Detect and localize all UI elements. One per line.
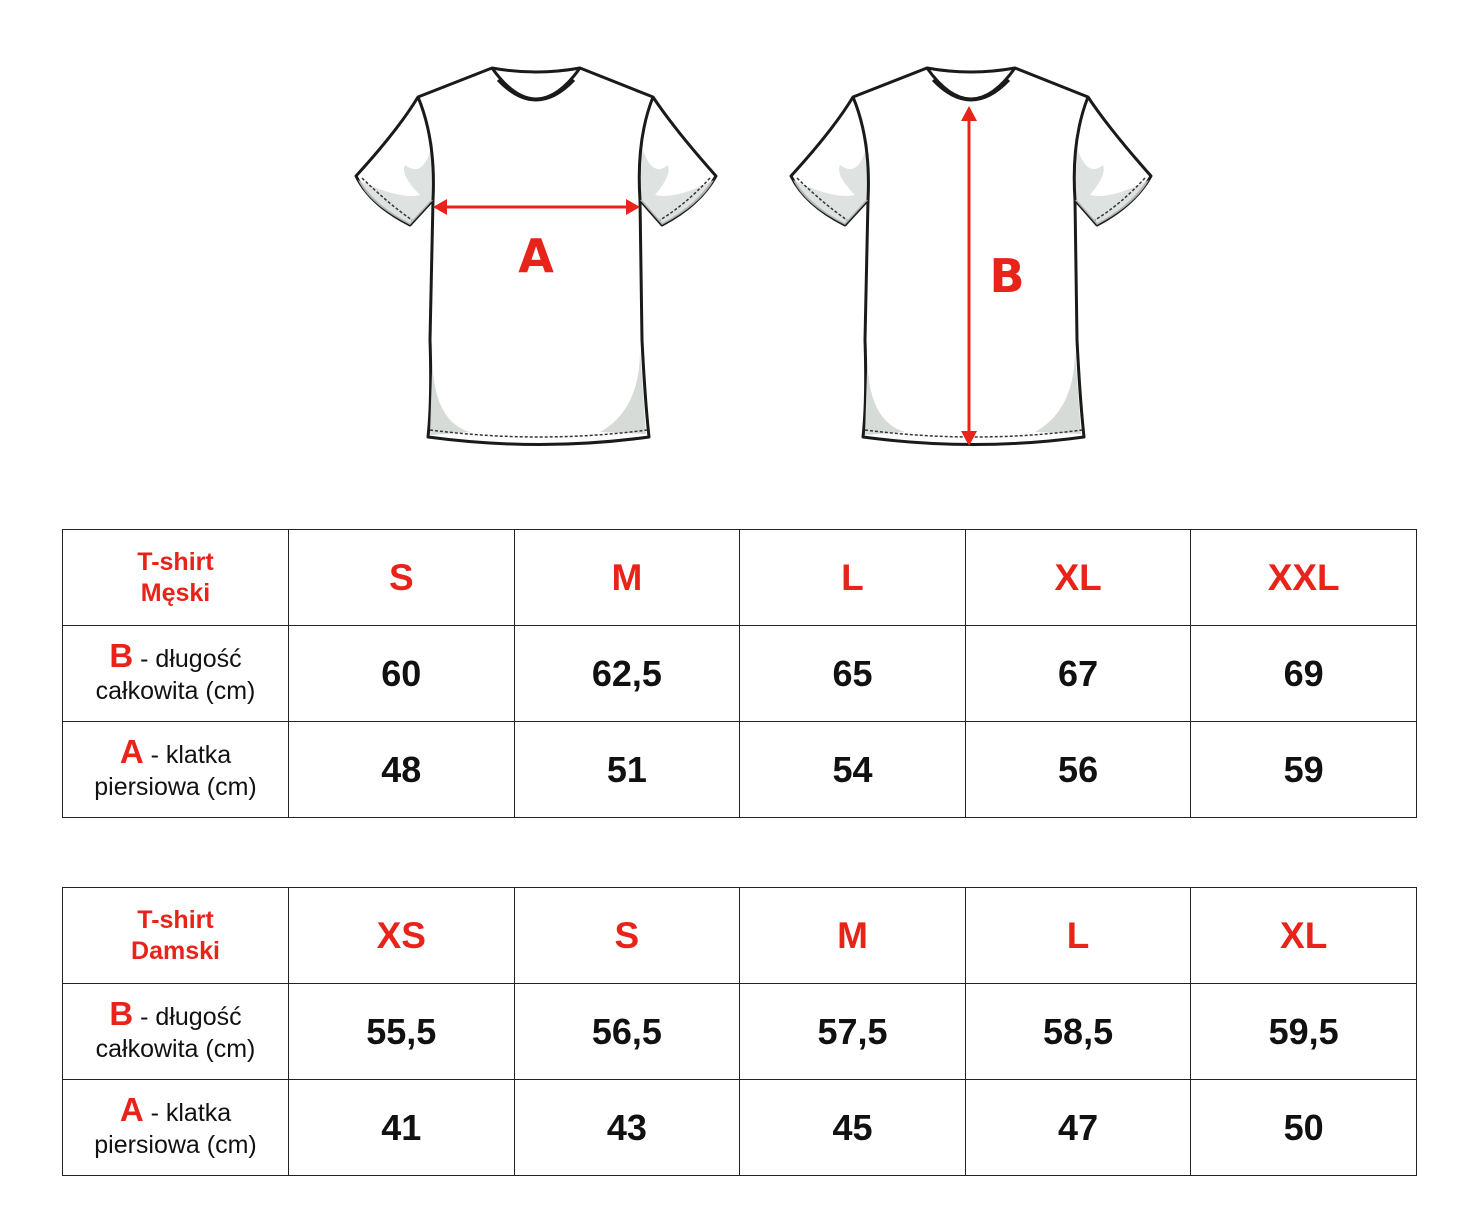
- size-header: S: [513, 887, 741, 984]
- row-label: B - długość całkowita (cm): [62, 983, 289, 1080]
- table-cell: 48: [288, 721, 515, 818]
- table-cell: 69: [1190, 625, 1417, 722]
- row-letter: A: [119, 733, 144, 770]
- table-cell: 55,5: [288, 983, 515, 1080]
- title-line2: Męski: [140, 578, 211, 607]
- table-cell: 51: [513, 721, 741, 818]
- row-letter: A: [119, 1091, 144, 1128]
- table-row: B - długość całkowita (cm) 60 62,5 65 67 …: [62, 625, 1417, 722]
- table-row: B - długość całkowita (cm) 55,5 56,5 57,5…: [62, 983, 1417, 1080]
- row-text: - długość: [133, 645, 242, 673]
- size-header: L: [964, 887, 1192, 984]
- row-text: całkowita (cm): [95, 1035, 256, 1063]
- row-text: - klatka: [143, 741, 232, 769]
- tshirt-back-icon: [789, 66, 1153, 446]
- label-b: B: [989, 249, 1024, 303]
- row-text: - długość: [133, 1003, 242, 1031]
- table-row: A - klatka piersiowa (cm) 48 51 54 56 59: [62, 721, 1417, 818]
- row-text: piersiowa (cm): [94, 1131, 257, 1159]
- table-cell: 62,5: [513, 625, 741, 722]
- tshirt-diagrams: A B: [354, 66, 1153, 446]
- table-cell: 57,5: [739, 983, 966, 1080]
- table-cell: 50: [1190, 1079, 1417, 1176]
- size-header: M: [513, 529, 741, 626]
- womens-size-table: T-shirt Damski XS S M L XL B - długość cał…: [62, 887, 1417, 1176]
- row-label: A - klatka piersiowa (cm): [62, 1079, 289, 1176]
- header-row: T-shirt Męski S M L XL XXL: [62, 529, 1417, 626]
- chest-width-arrow: [433, 199, 640, 215]
- size-header: XL: [1190, 887, 1417, 984]
- length-arrow: [961, 106, 977, 446]
- table-cell: 59,5: [1190, 983, 1417, 1080]
- table-cell: 67: [964, 625, 1192, 722]
- row-letter: B: [109, 637, 134, 674]
- table-cell: 47: [964, 1079, 1192, 1176]
- table-cell: 43: [513, 1079, 741, 1176]
- header-row: T-shirt Damski XS S M L XL: [62, 887, 1417, 984]
- row-letter: B: [109, 995, 134, 1032]
- row-text: całkowita (cm): [95, 677, 256, 705]
- table-cell: 56: [964, 721, 1192, 818]
- title-line1: T-shirt: [137, 547, 214, 576]
- table-cell: 56,5: [513, 983, 741, 1080]
- table-row: A - klatka piersiowa (cm) 41 43 45 47 50: [62, 1079, 1417, 1176]
- table-cell: 41: [288, 1079, 515, 1176]
- mens-size-table: T-shirt Męski S M L XL XXL B - długość cał…: [62, 529, 1417, 818]
- table-cell: 45: [739, 1079, 966, 1176]
- size-header: S: [288, 529, 515, 626]
- row-label: B - długość całkowita (cm): [62, 625, 289, 722]
- table-cell: 58,5: [964, 983, 1192, 1080]
- size-header: XS: [288, 887, 515, 984]
- row-label: A - klatka piersiowa (cm): [62, 721, 289, 818]
- size-header: M: [739, 887, 966, 984]
- label-a: A: [518, 229, 554, 283]
- size-header: XL: [964, 529, 1192, 626]
- table-cell: 59: [1190, 721, 1417, 818]
- table-cell: 54: [739, 721, 966, 818]
- row-text: piersiowa (cm): [94, 773, 257, 801]
- table-title: T-shirt Damski: [62, 887, 289, 984]
- title-line2: Damski: [131, 936, 220, 965]
- table-title: T-shirt Męski: [62, 529, 289, 626]
- row-text: - klatka: [143, 1099, 232, 1127]
- size-header: L: [739, 529, 966, 626]
- table-cell: 60: [288, 625, 515, 722]
- size-header: XXL: [1190, 529, 1417, 626]
- title-line1: T-shirt: [137, 905, 214, 934]
- table-cell: 65: [739, 625, 966, 722]
